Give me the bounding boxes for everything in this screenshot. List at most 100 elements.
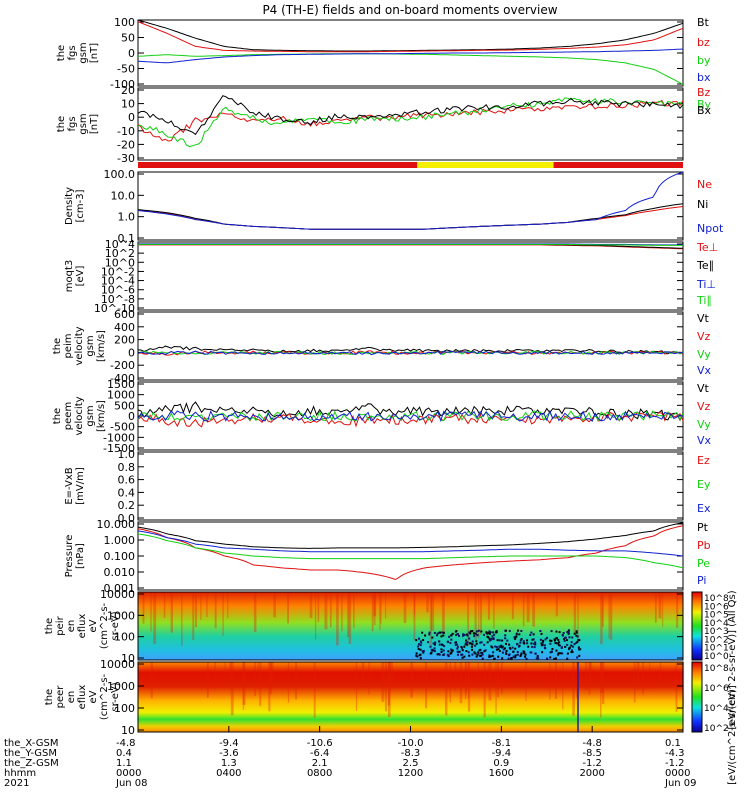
spectrogram-speckle [519, 655, 522, 658]
spectrogram-speckle [415, 639, 418, 642]
spectrogram-streak [585, 662, 588, 691]
legend-entry: Bz [697, 86, 711, 99]
legend-entry: Ex [697, 502, 711, 515]
y-axis-label: the [44, 618, 55, 634]
y-tick-label: 200 [114, 334, 135, 347]
spectrogram-streak [309, 592, 313, 619]
spectrogram-speckle [422, 650, 425, 653]
spectrogram-speckle [432, 649, 435, 652]
spectrogram-speckle [501, 657, 504, 660]
spectrogram-speckle [430, 651, 433, 654]
spectrogram-streak [562, 662, 564, 710]
spectrogram-streak [242, 662, 246, 705]
y-tick-label: 20 [121, 84, 135, 97]
spectrogram-speckle [549, 656, 552, 659]
y-tick-label: 600 [114, 308, 135, 321]
spectrogram-speckle [470, 645, 473, 648]
spectrogram-speckle [433, 647, 436, 650]
spectrogram-speckle [555, 637, 558, 640]
spectrogram-streak [675, 662, 678, 712]
spectrogram-speckle [462, 633, 465, 636]
spectrogram-speckle [559, 644, 562, 647]
spectrogram-speckle [465, 639, 468, 642]
x-row-value: -10.0 [398, 738, 424, 749]
spectrogram-streak [242, 662, 245, 710]
mode-segment [138, 162, 418, 168]
spectrogram-speckle [471, 640, 474, 643]
y-axis-label: gsm [85, 335, 96, 356]
spectrogram-streak [465, 662, 467, 693]
spectrogram-speckle [579, 648, 582, 651]
spectrogram-speckle [479, 641, 482, 644]
spectrogram-streak [532, 592, 536, 627]
colorbar-tick: 10^6 [704, 602, 729, 612]
spectrogram-streak [153, 592, 157, 644]
spectrogram-speckle [449, 642, 452, 645]
spectrogram-streak [413, 592, 416, 616]
spectrogram-streak [441, 592, 445, 634]
spectrogram-speckle [544, 647, 547, 650]
y-axis-label: peer [55, 685, 66, 709]
spectrogram-speckle [578, 648, 581, 651]
x-row-value: 1600 [489, 768, 514, 779]
spectrogram-speckle [420, 641, 423, 644]
panel-frame [137, 171, 684, 241]
spectrogram-streak [413, 592, 416, 641]
legend-entry: Vt [697, 312, 710, 325]
spectrogram-speckle [471, 648, 474, 651]
spectrogram-speckle [419, 648, 422, 651]
spectrogram-speckle [503, 647, 506, 650]
y-tick-label: 0 [128, 111, 135, 124]
spectrogram-speckle [553, 657, 556, 660]
colorbar-label: [eV/(cm^2-s-sr-eV)] (All Qs) [727, 590, 738, 729]
series-line-Pi [137, 530, 684, 557]
spectrogram-speckle [523, 652, 526, 655]
spectrogram-speckle [504, 634, 507, 637]
spectrogram-streak [525, 662, 527, 701]
spectrogram-speckle [550, 630, 553, 633]
spectrogram-speckle [512, 655, 515, 658]
spectrogram-streak [577, 592, 579, 643]
spectrogram-speckle [564, 645, 567, 648]
spectrogram-speckle [481, 657, 484, 660]
y-tick-label: 10^-8 [101, 293, 135, 306]
spectrogram-speckle [562, 638, 565, 641]
legend-entry: Vz [697, 400, 711, 413]
spectrogram-streak [600, 662, 602, 718]
spectrogram-streak [459, 662, 463, 704]
spectrogram-speckle [568, 636, 571, 639]
spectrogram-streak [487, 592, 490, 620]
spectrogram-streak [170, 592, 173, 633]
x-row-value: 2.1 [312, 758, 328, 769]
spectrogram-speckle [508, 643, 511, 646]
y-axis-label: [nT] [89, 43, 100, 63]
spectrogram-speckle [505, 649, 508, 652]
spectrogram-speckle [455, 630, 458, 633]
spectrogram-speckle [525, 657, 528, 660]
spectrogram-speckle [418, 637, 421, 640]
spectrogram-speckle [492, 631, 495, 634]
legend-entry: Ni [697, 198, 708, 211]
colorbars: 10^810^610^510^410^310^210^110^010^810^6… [691, 590, 738, 785]
spectrogram-speckle [475, 640, 478, 643]
spectrogram-streak [576, 662, 578, 699]
spectrogram-speckle [529, 651, 532, 654]
legend-entry: Pb [697, 539, 711, 552]
x-row-value: 1200 [398, 768, 423, 779]
y-axis-label: gsm [78, 42, 89, 63]
x-row-value: -8.5 [582, 748, 602, 759]
spectrogram-streak [222, 592, 224, 637]
spectrogram-speckle [541, 641, 544, 644]
spectrogram-speckle [563, 639, 566, 642]
spectrogram-speckle [450, 638, 453, 641]
legend-entry: by [697, 54, 711, 67]
y-axis-label: fgs [67, 116, 78, 131]
spectrogram-speckle [529, 634, 532, 637]
spectrogram-speckle [540, 632, 543, 635]
spectrogram-fill [138, 662, 683, 732]
spectrogram-streak [633, 662, 636, 703]
spectrogram-streak [373, 592, 377, 617]
y-tick-label: 10 [121, 724, 135, 737]
spectrogram-streak [572, 662, 575, 716]
